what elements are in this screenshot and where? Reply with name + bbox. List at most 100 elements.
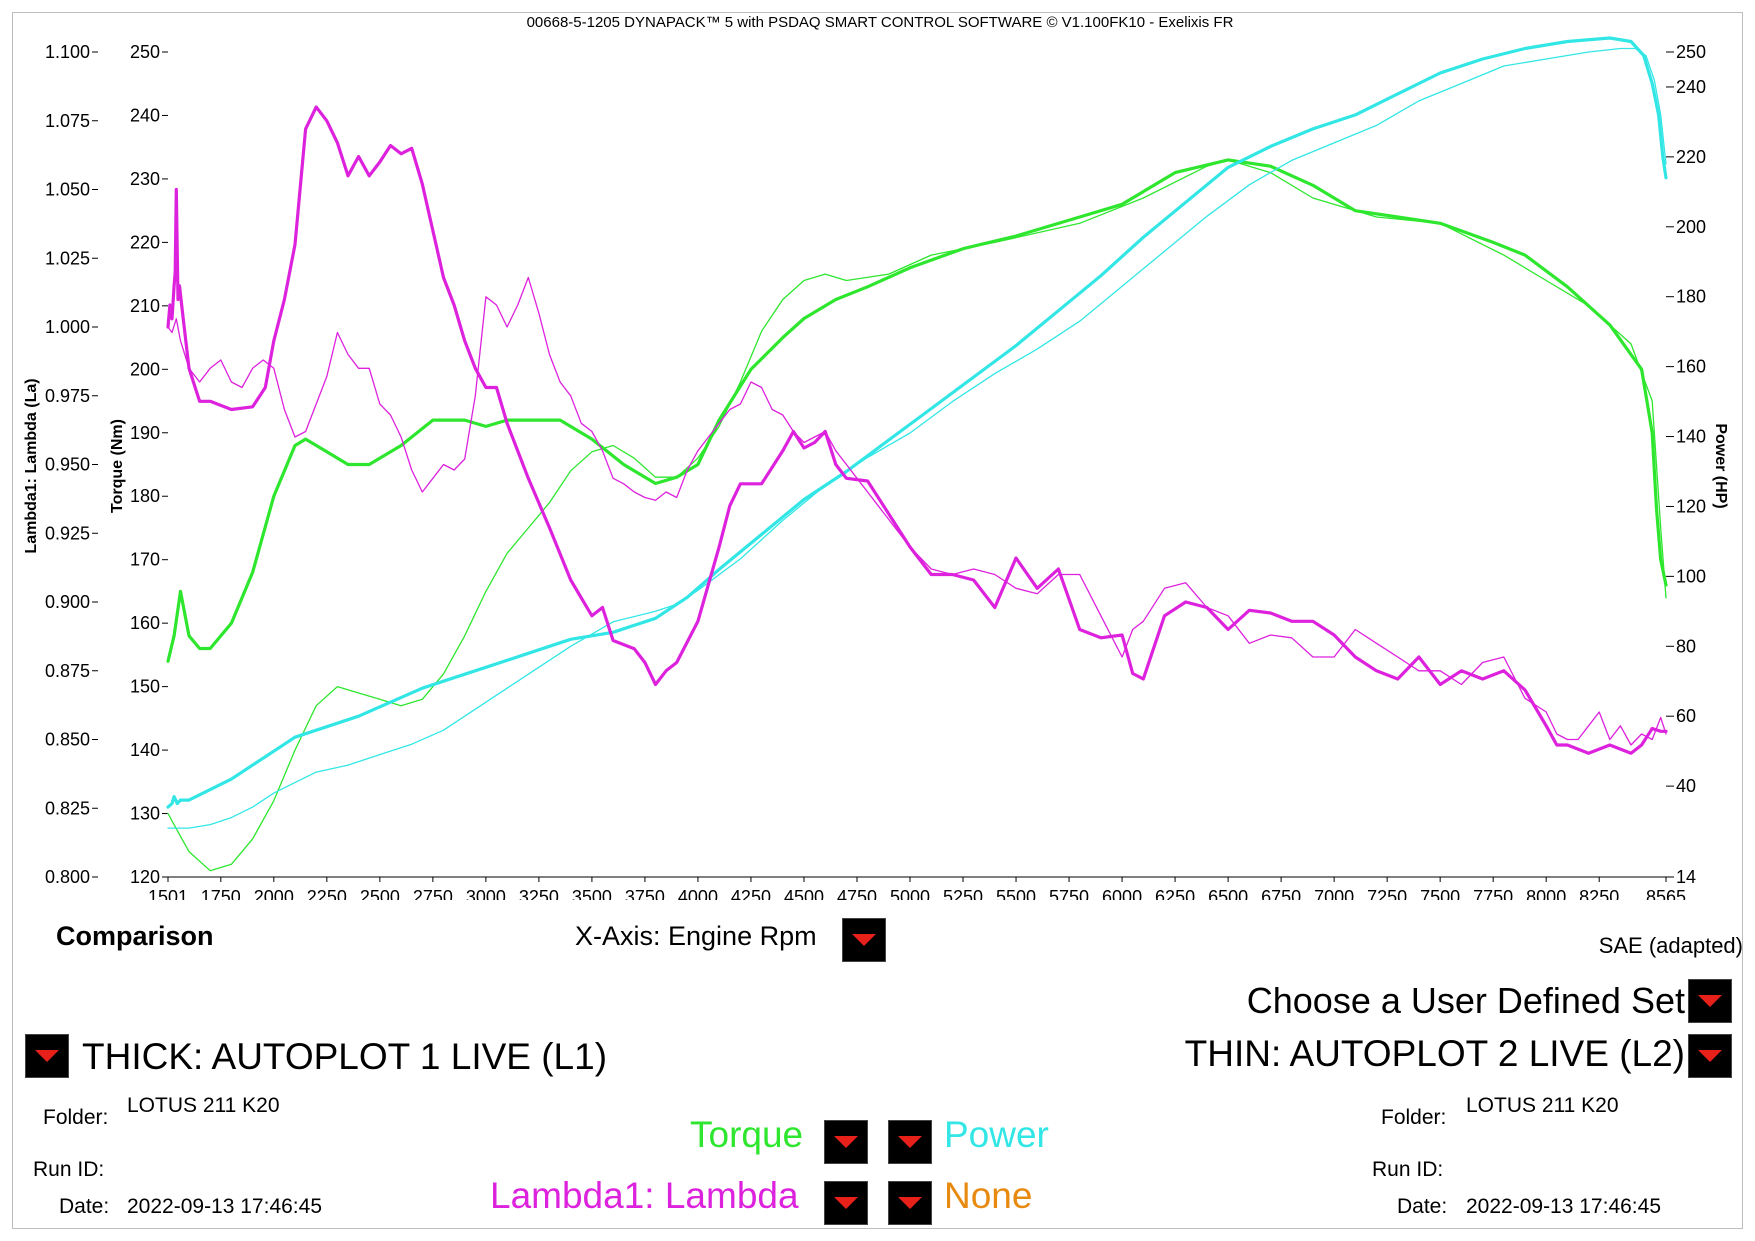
x-tick-label: 2250 <box>307 887 347 900</box>
lambda-l2-line <box>167 276 1667 746</box>
x-tick-label: 4250 <box>731 887 771 900</box>
lambda-l1-line <box>166 105 1668 755</box>
lambda-tick-label: 0.925 <box>45 523 90 543</box>
user-set-dropdown-button[interactable] <box>1688 979 1732 1023</box>
x-tick-label: 1501 <box>148 887 188 900</box>
power-tick-label: 250 <box>1676 42 1706 62</box>
thick-run-label: THICK: AUTOPLOT 1 LIVE (L1) <box>82 1036 608 1077</box>
x-tick-label: 2750 <box>413 887 453 900</box>
lambda-tick-label: 0.900 <box>45 592 90 612</box>
x-tick-label: 6000 <box>1102 887 1142 900</box>
power-channel-dropdown-button[interactable] <box>888 1120 932 1164</box>
power-tick-label: 180 <box>1676 287 1706 307</box>
x-tick-label: 6500 <box>1208 887 1248 900</box>
torque-channel-label: Torque <box>690 1114 804 1155</box>
x-tick-label: 1750 <box>201 887 241 900</box>
x-tick-label: 6750 <box>1261 887 1301 900</box>
power-tick-label: 160 <box>1676 357 1706 377</box>
torque-l2-line <box>167 159 1667 872</box>
thick-date-value: 2022-09-13 17:46:45 <box>127 1195 322 1218</box>
thick-run-dropdown-button[interactable] <box>25 1034 69 1078</box>
lambda-tick-label: 1.050 <box>45 180 90 200</box>
torque-tick-label: 220 <box>130 232 160 252</box>
torque-tick-label: 250 <box>130 42 160 62</box>
x-tick-label: 3500 <box>572 887 612 900</box>
torque-channel-dropdown-button[interactable] <box>824 1120 868 1164</box>
thin-runid-label: Run ID: <box>1372 1158 1444 1181</box>
x-tick-label: 4750 <box>837 887 877 900</box>
torque-tick-label: 180 <box>130 486 160 506</box>
chart-title: 00668-5-1205 DYNAPACK™ 5 with PSDAQ SMAR… <box>527 14 1234 31</box>
torque-tick-label: 160 <box>130 613 160 633</box>
lambda-tick-label: 0.850 <box>45 730 90 750</box>
power-tick-label: 140 <box>1676 427 1706 447</box>
x-tick-label: 6250 <box>1155 887 1195 900</box>
x-tick-label: 8565 <box>1646 887 1686 900</box>
torque-tick-label: 190 <box>130 423 160 443</box>
x-tick-label: 7000 <box>1314 887 1354 900</box>
x-axis-dropdown-button[interactable] <box>842 918 886 962</box>
x-tick-label: 7750 <box>1473 887 1513 900</box>
thin-date-label: Date: <box>1397 1195 1448 1218</box>
thick-runid-label: Run ID: <box>33 1158 105 1181</box>
sae-label: SAE (adapted) <box>1598 933 1743 958</box>
x-tick-label: 3000 <box>466 887 506 900</box>
lambda-tick-label: 0.800 <box>45 867 90 887</box>
x-tick-label: 7500 <box>1420 887 1460 900</box>
power-tick-label: 40 <box>1676 776 1696 796</box>
thick-folder-value: LOTUS 211 K20 <box>127 1094 280 1117</box>
thin-folder-value: LOTUS 211 K20 <box>1466 1094 1619 1117</box>
window-frame <box>12 12 1743 1229</box>
thin-date-value: 2022-09-13 17:46:45 <box>1466 1195 1661 1218</box>
power-tick-label: 120 <box>1676 496 1706 516</box>
x-tick-label: 8000 <box>1526 887 1566 900</box>
lambda-axis-label: Lambda1: Lambda (La) <box>23 378 40 553</box>
power-tick-label: 14 <box>1676 867 1696 887</box>
x-tick-label: 4000 <box>678 887 718 900</box>
torque-tick-label: 120 <box>130 867 160 887</box>
torque-axis-label: Torque (Nm) <box>109 419 126 513</box>
power-l2-line <box>167 47 1667 829</box>
power-tick-label: 100 <box>1676 566 1706 586</box>
lambda-tick-label: 1.000 <box>45 317 90 337</box>
thin-run-dropdown-button[interactable] <box>1688 1034 1732 1078</box>
x-tick-label: 2000 <box>254 887 294 900</box>
power-axis-label: Power (HP) <box>1712 423 1729 508</box>
user-set-label[interactable]: Choose a User Defined Set <box>1246 980 1685 1021</box>
lambda-channel-label: Lambda1: Lambda <box>490 1175 799 1216</box>
torque-tick-label: 140 <box>130 740 160 760</box>
lambda-tick-label: 0.875 <box>45 661 90 681</box>
thick-date-label: Date: <box>59 1195 110 1218</box>
x-tick-label: 8250 <box>1579 887 1619 900</box>
x-tick-label: 5000 <box>890 887 930 900</box>
lambda-tick-label: 0.975 <box>45 386 90 406</box>
torque-tick-label: 240 <box>130 105 160 125</box>
x-tick-label: 7250 <box>1367 887 1407 900</box>
lambda-tick-label: 0.950 <box>45 455 90 475</box>
x-tick-label: 4500 <box>784 887 824 900</box>
power-tick-label: 240 <box>1676 77 1706 97</box>
x-tick-label: 5750 <box>1049 887 1089 900</box>
lambda-tick-label: 1.100 <box>45 42 90 62</box>
comparison-label: Comparison <box>56 921 214 951</box>
torque-l1-line <box>166 158 1668 663</box>
power-channel-label: Power <box>944 1114 1049 1155</box>
none-channel-dropdown-button[interactable] <box>888 1181 932 1225</box>
x-tick-label: 3750 <box>625 887 665 900</box>
lambda-tick-label: 1.025 <box>45 248 90 268</box>
x-tick-label: 5250 <box>943 887 983 900</box>
x-axis-selector-label: X-Axis: Engine Rpm <box>575 921 817 951</box>
x-tick-label: 3250 <box>519 887 559 900</box>
lambda-channel-dropdown-button[interactable] <box>824 1181 868 1225</box>
lambda-tick-label: 1.075 <box>45 111 90 131</box>
torque-tick-label: 200 <box>130 359 160 379</box>
dyno-chart: 00668-5-1205 DYNAPACK™ 5 with PSDAQ SMAR… <box>23 14 1729 900</box>
lambda-tick-label: 0.825 <box>45 798 90 818</box>
power-tick-label: 220 <box>1676 147 1706 167</box>
thin-run-label: THIN: AUTOPLOT 2 LIVE (L2) <box>1184 1033 1685 1074</box>
x-tick-label: 5500 <box>996 887 1036 900</box>
torque-tick-label: 230 <box>130 169 160 189</box>
power-tick-label: 80 <box>1676 636 1696 656</box>
power-tick-label: 60 <box>1676 706 1696 726</box>
thin-folder-label: Folder: <box>1381 1106 1447 1129</box>
